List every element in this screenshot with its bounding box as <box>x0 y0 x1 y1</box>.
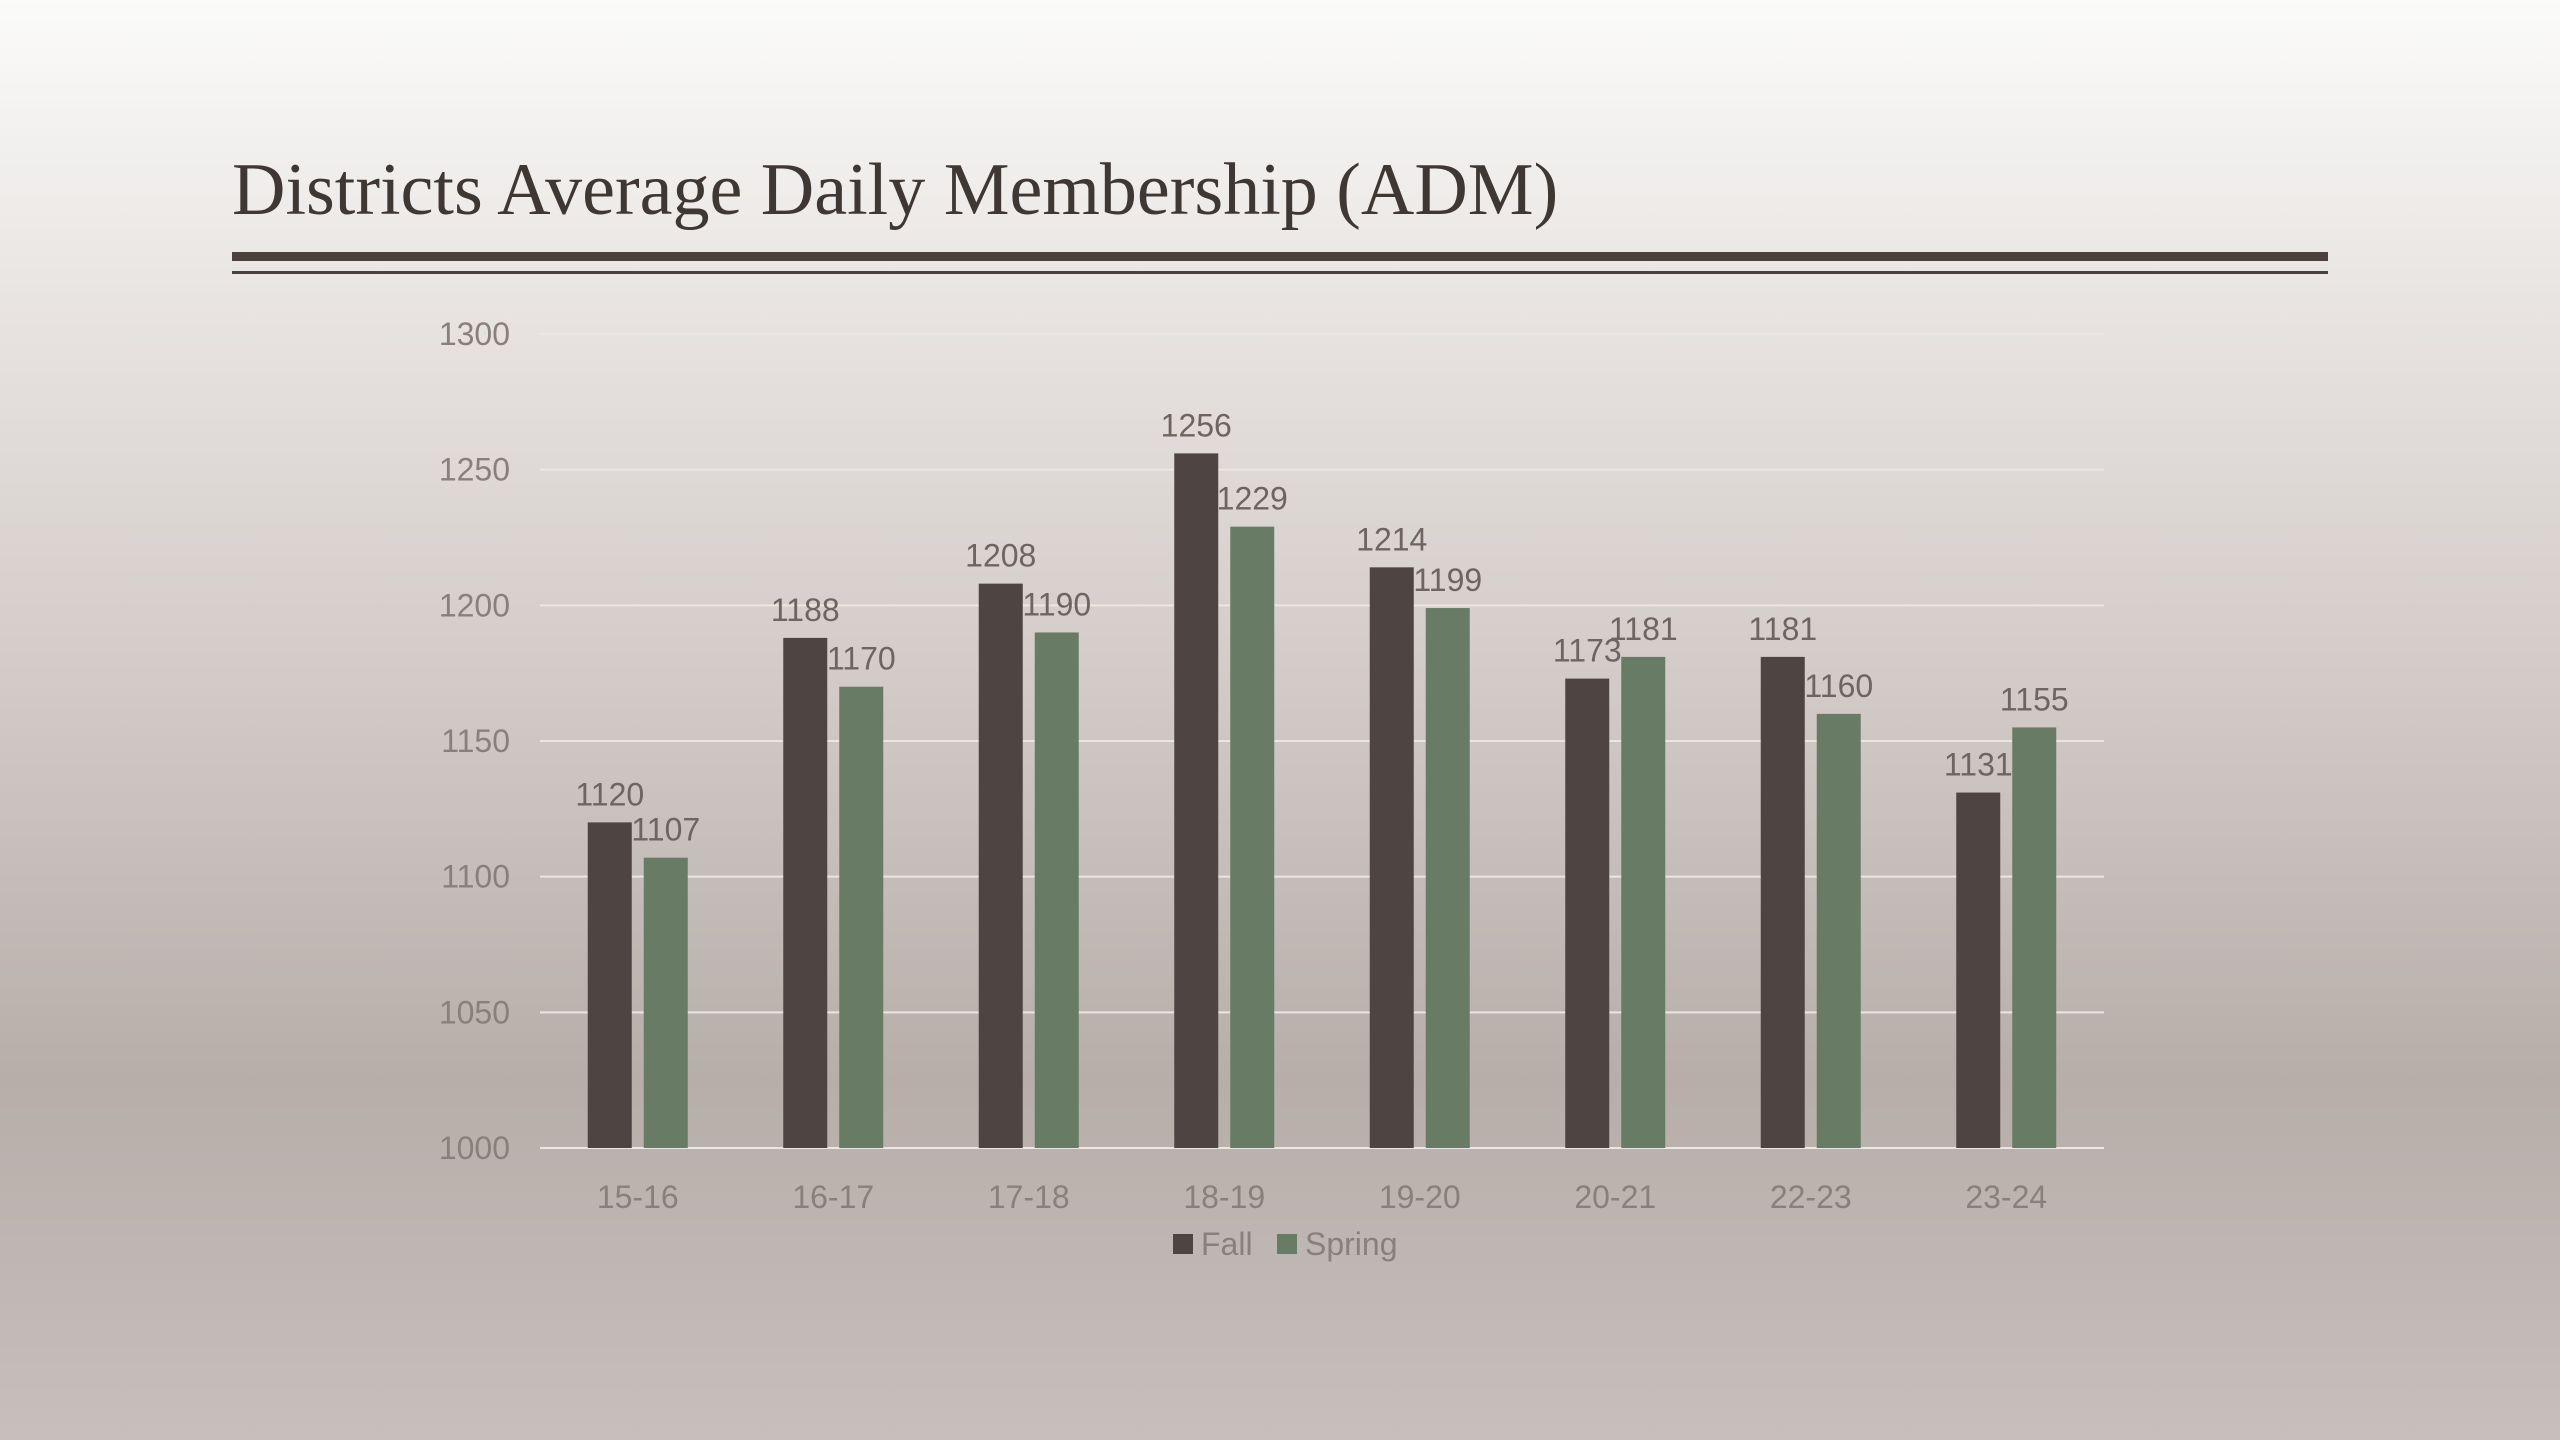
data-label-spring: 1155 <box>2000 681 2069 717</box>
x-tick-label: 19-20 <box>1379 1179 1461 1215</box>
y-tick-label: 1300 <box>439 316 510 352</box>
y-tick-label: 1150 <box>441 723 510 759</box>
bar-spring <box>839 686 884 1148</box>
title-rule-thick <box>232 252 2328 261</box>
y-tick-label: 1000 <box>439 1130 510 1166</box>
x-tick-label: 17-18 <box>988 1179 1070 1215</box>
x-tick-label: 23-24 <box>1965 1179 2047 1215</box>
slide-title: Districts Average Daily Membership (ADM) <box>232 149 1559 231</box>
legend-swatch-fall <box>1173 1234 1193 1254</box>
legend-label-spring: Spring <box>1305 1226 1398 1262</box>
bar-fall <box>1565 678 1610 1148</box>
y-tick-label: 1050 <box>439 994 510 1030</box>
y-tick-label: 1250 <box>439 452 510 488</box>
legend-label-fall: Fall <box>1201 1226 1253 1262</box>
data-label-spring: 1107 <box>631 812 700 848</box>
bar-fall <box>587 822 632 1148</box>
bar-spring <box>643 857 688 1148</box>
data-label-spring: 1170 <box>827 641 896 677</box>
data-label-fall: 1188 <box>771 592 840 628</box>
legend-swatch-spring <box>1277 1234 1297 1254</box>
bar-spring <box>1816 713 1861 1148</box>
x-tick-label: 16-17 <box>792 1179 874 1215</box>
x-tick-label: 22-23 <box>1770 1179 1852 1215</box>
bar-fall <box>1956 792 2001 1148</box>
x-tick-label: 18-19 <box>1183 1179 1265 1215</box>
bar-fall <box>978 583 1023 1148</box>
bar-fall <box>1369 567 1414 1148</box>
bar-spring <box>1621 656 1666 1148</box>
y-tick-label: 1200 <box>439 587 510 623</box>
data-label-spring: 1190 <box>1022 586 1091 622</box>
data-label-spring: 1160 <box>1804 668 1873 704</box>
x-tick-label: 15-16 <box>597 1179 679 1215</box>
data-label-spring: 1229 <box>1217 481 1288 517</box>
bar-spring <box>1425 608 1470 1148</box>
bar-fall <box>783 637 828 1148</box>
title-rule-thin <box>232 271 2328 274</box>
bar-spring <box>2012 727 2057 1148</box>
bar-spring <box>1034 632 1079 1148</box>
bar-fall <box>1174 453 1219 1148</box>
data-label-fall: 1208 <box>965 538 1036 574</box>
data-label-fall: 1256 <box>1161 407 1232 443</box>
data-label-spring: 1199 <box>1413 562 1482 598</box>
data-label-fall: 1120 <box>575 776 644 812</box>
x-tick-label: 20-21 <box>1574 1179 1656 1215</box>
y-tick-label: 1100 <box>441 859 510 895</box>
data-label-fall: 1214 <box>1356 521 1427 557</box>
data-label-spring: 1181 <box>1609 611 1678 647</box>
data-label-fall: 1131 <box>1944 747 2013 783</box>
bar-fall <box>1760 656 1805 1148</box>
data-label-fall: 1173 <box>1553 633 1622 669</box>
bar-spring <box>1230 526 1275 1148</box>
data-label-fall: 1181 <box>1748 611 1817 647</box>
